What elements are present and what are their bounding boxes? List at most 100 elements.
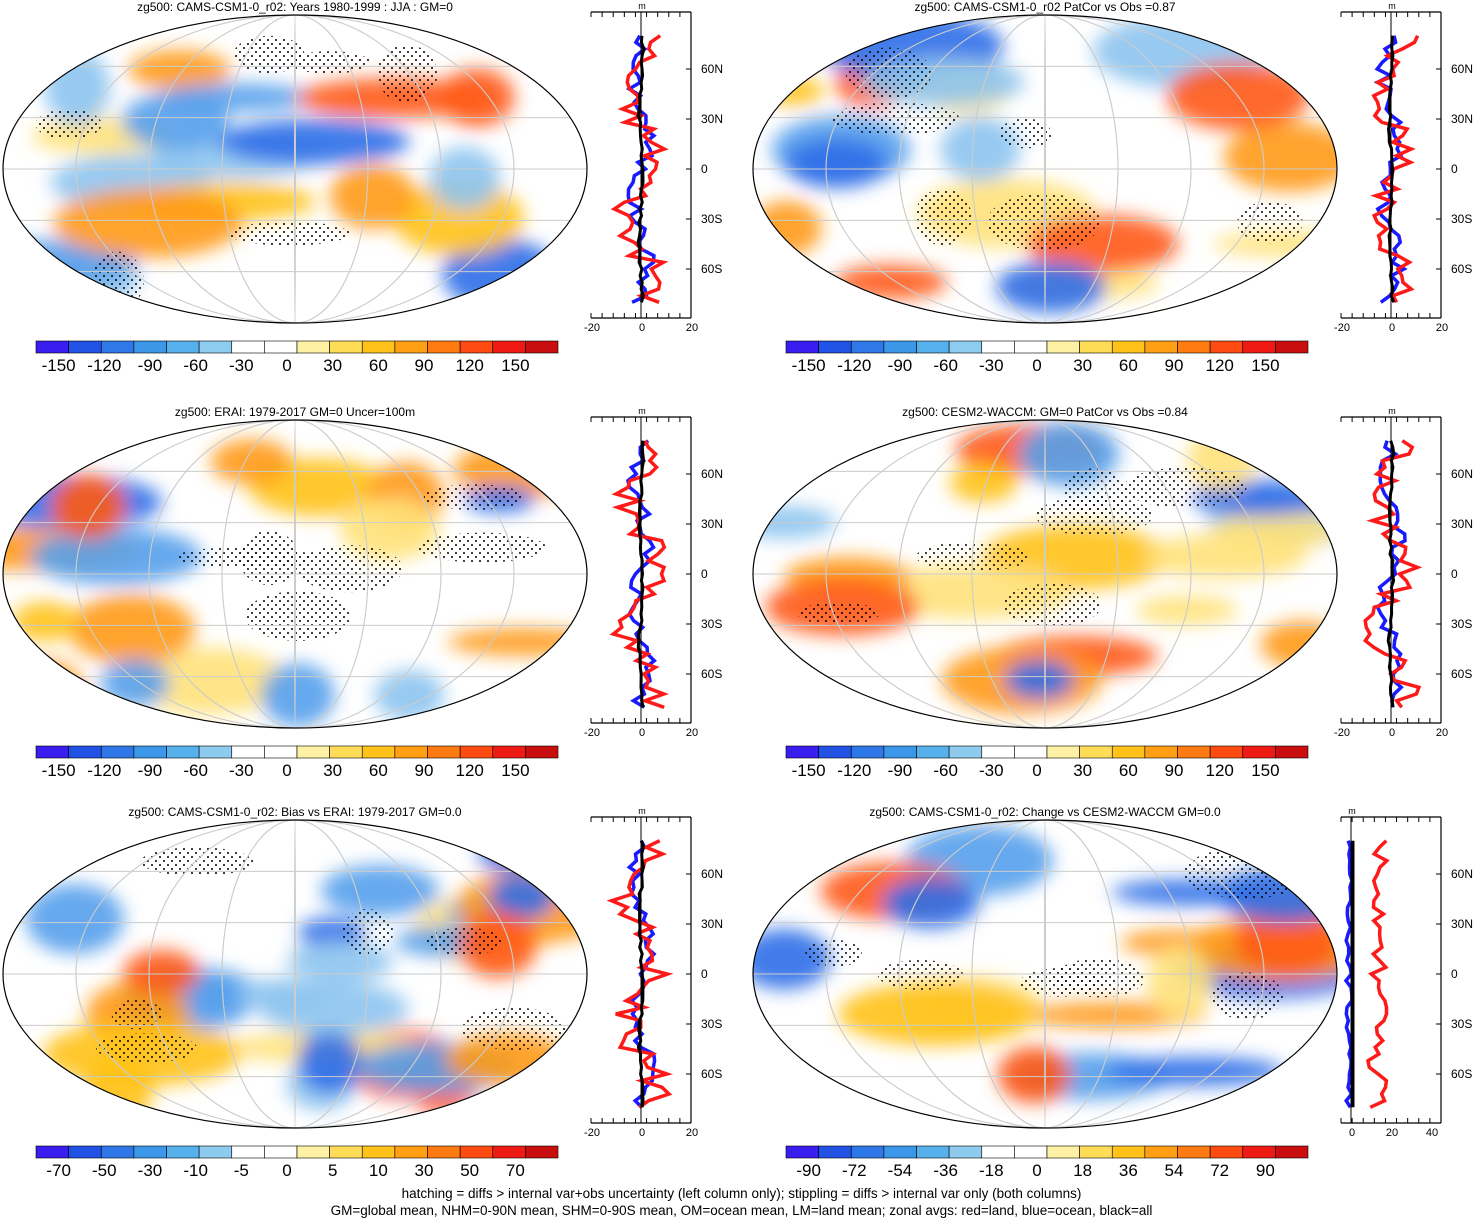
colorbar-label: -30 [229,761,254,780]
colorbar-swatch [166,340,200,354]
zonal-mean-plot [590,816,692,1124]
latitude-label: 0 [1451,567,1458,581]
colorbar-label: 120 [455,356,484,375]
colorbar-swatch [1014,340,1048,354]
zonal-mean-plot [1340,816,1442,1124]
colorbar-label: -5 [233,1161,249,1180]
latitude-label: 60N [701,467,724,481]
world-map [2,14,588,324]
latitude-label: 60N [1451,867,1474,881]
colorbar-swatch [166,745,200,759]
colorbar-swatch [916,1145,950,1159]
latitude-label: 30N [1451,517,1474,531]
colorbar-swatch [100,340,135,354]
latitude-label: 60N [1451,62,1474,76]
colorbar-swatch [264,340,298,354]
colorbar-swatch [1177,1145,1211,1159]
colorbar-swatch [35,745,69,759]
colorbar-swatch [133,340,167,354]
ocean-line-profile [626,839,657,1109]
latitude-label: 30S [1451,617,1473,631]
colorbar-label: -90 [137,356,163,375]
colorbar-label: -54 [887,1161,913,1180]
latitude-label: 0 [701,967,708,981]
latitude-label: 30S [1451,1017,1473,1031]
colorbar-label: 150 [501,761,530,780]
colorbar-label: -120 [837,356,872,375]
colorbar-swatch [427,340,461,354]
colorbar-swatch [133,1145,167,1159]
colorbar-label: 30 [323,356,343,375]
latitude-label: 60S [701,667,723,681]
map-title: zg500: CESM2-WACCM: GM=0 PatCor vs Obs =… [902,405,1188,419]
zonal-tick-label: 0 [638,322,646,334]
colorbar-swatch [1046,745,1080,759]
colorbar-swatch [818,1145,852,1159]
colorbar-label: -18 [979,1161,1004,1180]
colorbar-label: -60 [933,356,958,375]
colorbar-label: -120 [87,761,122,780]
colorbar [785,1145,1309,1159]
colorbar-swatch [361,745,396,759]
world-map [752,419,1338,729]
colorbar-swatch [1014,1145,1048,1159]
colorbar-label: 150 [1251,761,1280,780]
colorbar-label: -150 [41,356,76,375]
zonal-unit: m [638,1,646,11]
colorbar-swatch [1242,745,1276,759]
colorbar-label: 18 [1073,1161,1093,1180]
world-map [752,819,1338,1129]
colorbar-label: -30 [229,356,254,375]
colorbar-label: -150 [41,761,76,780]
latitude-label: 0 [701,567,708,581]
colorbar-label: 30 [414,1161,434,1180]
latitude-label: 30N [1451,112,1474,126]
colorbar-swatch [883,340,917,354]
zonal-mean-plot [1340,416,1442,724]
colorbar-swatch [916,745,950,759]
colorbar-swatch [296,745,330,759]
colorbar-swatch [329,1145,363,1159]
colorbar-swatch [198,1145,233,1159]
zonal-tick-label: 0 [1388,727,1396,739]
colorbar-label: 10 [368,1161,388,1180]
colorbar [35,1145,559,1159]
colorbar-swatch [1209,745,1244,759]
colorbar-label: 90 [1164,761,1184,780]
colorbar-swatch [785,745,819,759]
colorbar-label: -60 [183,356,208,375]
colorbar-swatch [166,1145,200,1159]
colorbar-swatch [1111,1145,1146,1159]
footer-line-2: GM=global mean, NHM=0-90N mean, SHM=0-90… [330,1203,1153,1218]
colorbar-swatch [1209,340,1244,354]
colorbar-swatch [100,1145,135,1159]
zonal-tick-label: 0 [638,1127,646,1139]
latitude-label: 60N [701,62,724,76]
zonal-tick-label: 20 [685,322,699,334]
colorbar-label: 90 [414,356,434,375]
colorbar-swatch [492,1145,526,1159]
colorbar-label: 120 [1205,761,1234,780]
colorbar-label: -50 [92,1161,117,1180]
latitude-label: 30N [701,112,724,126]
colorbar-label: -90 [887,356,913,375]
colorbar-swatch [427,745,461,759]
colorbar-swatch [329,340,363,354]
latitude-label: 30N [1451,917,1474,931]
ocean-line-profile [625,34,657,304]
colorbar-swatch [361,340,396,354]
colorbar-swatch [68,745,102,759]
colorbar-swatch [1242,340,1276,354]
colorbar-swatch [459,1145,494,1159]
colorbar-swatch [459,340,494,354]
colorbar-swatch [1275,745,1309,759]
colorbar-label: 120 [455,761,484,780]
colorbar-swatch [948,340,983,354]
colorbar-swatch [1079,1145,1113,1159]
colorbar-swatch [916,340,950,354]
colorbar-label: 0 [1032,356,1042,375]
latitude-label: 30S [1451,212,1473,226]
zonal-mean-plot [590,416,692,724]
colorbar-swatch [133,745,167,759]
zonal-tick-label: 0 [638,727,646,739]
